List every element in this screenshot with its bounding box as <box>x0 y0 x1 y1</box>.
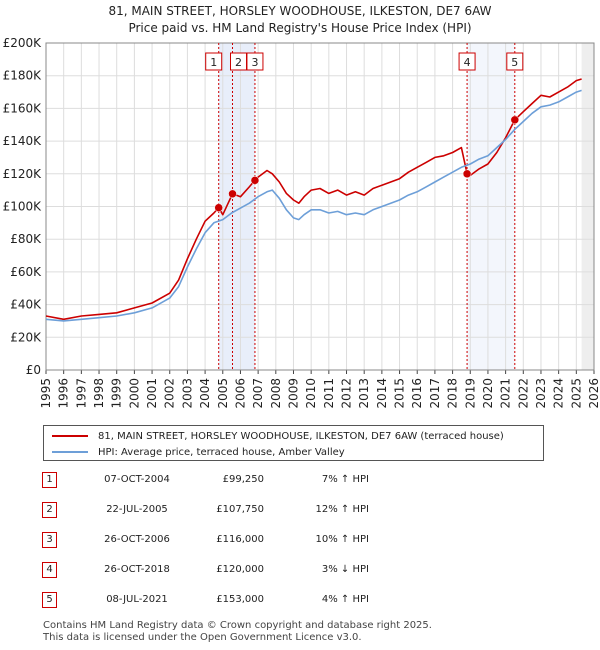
hpi-line <box>45 89 582 322</box>
y-tick-label: £180K <box>3 69 43 83</box>
footer-line-licence: This data is licensed under the Open Gov… <box>43 632 362 643</box>
x-tick-label: 2004 <box>198 378 212 409</box>
x-tick-label: 2012 <box>340 378 354 409</box>
x-tick-label: 2002 <box>163 378 177 409</box>
x-tick-label: 2014 <box>375 378 389 409</box>
x-tick-label: 1997 <box>74 378 88 409</box>
sale-number-label: 5 <box>511 56 518 69</box>
x-tick-label: 2019 <box>463 378 477 409</box>
sale-hpi-diff: 4% ↑ HPI <box>321 594 369 605</box>
sale-date: 07-OCT-2004 <box>104 474 170 485</box>
y-tick-label: £100K <box>3 200 43 214</box>
sale-number-box <box>246 52 264 71</box>
x-tick-label: 2018 <box>446 378 460 409</box>
sale-point <box>510 115 520 125</box>
legend-swatch-property <box>52 435 88 437</box>
x-tick-label: 2017 <box>428 378 442 409</box>
sale-point <box>228 189 237 199</box>
x-tick-label: 2005 <box>216 378 230 409</box>
sale-number-box <box>506 52 524 71</box>
y-tick-label: £140K <box>3 134 43 148</box>
y-tick-label: £40K <box>10 298 42 312</box>
sale-number-label: 4 <box>464 56 471 69</box>
y-tick-label: £20K <box>10 330 42 344</box>
x-tick-label: 2010 <box>304 378 318 409</box>
sale-date: 22-JUL-2005 <box>106 504 168 515</box>
sale-hpi-diff: 3% ↓ HPI <box>321 564 369 575</box>
x-tick-label: 1995 <box>39 378 53 409</box>
property-price-line <box>45 78 582 321</box>
sale-number-badge: 4 <box>42 562 57 578</box>
sale-price: £99,250 <box>222 474 264 485</box>
x-tick-label: 2022 <box>516 378 530 409</box>
x-tick-label: 2008 <box>269 378 283 409</box>
y-tick-label: £60K <box>10 265 42 279</box>
legend-item-property: 81, MAIN STREET, HORSLEY WOODHOUSE, ILKE… <box>52 428 504 444</box>
chart-title: 81, MAIN STREET, HORSLEY WOODHOUSE, ILKE… <box>108 4 492 18</box>
sale-price: £107,750 <box>216 504 264 515</box>
x-tick-label: 2009 <box>286 378 300 409</box>
x-tick-label: 2021 <box>499 378 513 409</box>
x-tick-label: 2016 <box>410 378 424 409</box>
sale-price: £153,000 <box>216 594 264 605</box>
x-tick-label: 1998 <box>92 378 106 409</box>
sale-price: £120,000 <box>216 564 264 575</box>
sale-point <box>250 176 260 185</box>
y-tick-label: £80K <box>10 232 42 246</box>
sale-number-label: 1 <box>210 56 217 69</box>
sale-number-badge: 5 <box>42 592 57 608</box>
x-tick-label: 2006 <box>233 378 247 409</box>
sale-number-label: 2 <box>235 56 242 69</box>
table-row: 1 07-OCT-2004 £99,250 7% ↑ HPI <box>42 472 562 502</box>
footer-line-copyright: Contains HM Land Registry data © Crown c… <box>43 620 432 631</box>
x-tick-label: 2024 <box>552 378 566 409</box>
legend-label-property: 81, MAIN STREET, HORSLEY WOODHOUSE, ILKE… <box>98 430 504 442</box>
x-tick-label: 2011 <box>322 378 336 409</box>
transactions-table: 1 07-OCT-2004 £99,250 7% ↑ HPI 2 22-JUL-… <box>42 472 562 622</box>
x-tick-label: 2000 <box>127 378 141 409</box>
table-row: 2 22-JUL-2005 £107,750 12% ↑ HPI <box>42 502 562 532</box>
legend-item-hpi: HPI: Average price, terraced house, Ambe… <box>52 444 345 460</box>
x-tick-label: 2015 <box>393 378 407 409</box>
x-tick-label: 2013 <box>357 378 371 409</box>
legend-swatch-hpi <box>52 451 88 453</box>
x-tick-label: 2023 <box>534 378 548 409</box>
price-chart: £0 £20K £40K £60K £80K £100K £120K £140K £160K £1… <box>3 36 600 409</box>
table-row: 5 08-JUL-2021 £153,000 4% ↑ HPI <box>42 592 562 622</box>
sale-number-label: 3 <box>251 56 258 69</box>
y-tick-label: £0 <box>26 363 41 377</box>
x-tick-label: 2025 <box>569 378 583 409</box>
sale-hpi-diff: 10% ↑ HPI <box>315 534 369 545</box>
y-tick-label: £160K <box>3 101 43 115</box>
y-tick-label: £200K <box>3 36 43 50</box>
sale-number-badge: 2 <box>42 502 57 518</box>
footer-attribution: Contains HM Land Registry data © Crown c… <box>43 620 432 644</box>
x-tick-label: 2003 <box>180 378 194 409</box>
x-tick-label: 2020 <box>481 378 495 409</box>
y-tick-label: £120K <box>3 167 43 181</box>
table-row: 3 26-OCT-2006 £116,000 10% ↑ HPI <box>42 532 562 562</box>
sale-point <box>214 203 223 212</box>
sale-price: £116,000 <box>216 534 264 545</box>
legend-label-hpi: HPI: Average price, terraced house, Ambe… <box>98 446 345 458</box>
sale-number-badge: 3 <box>42 532 57 548</box>
sale-number-badge: 1 <box>42 472 57 488</box>
x-tick-label: 2001 <box>145 378 159 409</box>
sale-number-box <box>205 52 223 71</box>
chart-subtitle: Price paid vs. HM Land Registry's House … <box>128 21 472 35</box>
table-row: 4 26-OCT-2018 £120,000 3% ↓ HPI <box>42 562 562 592</box>
sale-hpi-diff: 7% ↑ HPI <box>321 474 369 485</box>
x-tick-label: 1999 <box>110 378 124 409</box>
sale-date: 26-OCT-2006 <box>104 534 170 545</box>
sale-number-box <box>458 52 476 71</box>
sale-point <box>462 169 472 179</box>
plot-border <box>45 42 595 371</box>
sale-date: 08-JUL-2021 <box>106 594 168 605</box>
x-tick-label: 2007 <box>251 378 265 409</box>
sale-hpi-diff: 12% ↑ HPI <box>315 504 369 515</box>
chart-legend: 81, MAIN STREET, HORSLEY WOODHOUSE, ILKE… <box>43 425 544 461</box>
sale-date: 26-OCT-2018 <box>104 564 170 575</box>
x-tick-label: 1996 <box>57 378 71 409</box>
x-tick-label: 2026 <box>587 378 600 409</box>
